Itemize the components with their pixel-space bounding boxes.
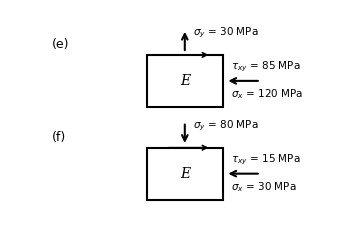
Bar <box>147 55 223 107</box>
Text: (f): (f) <box>52 131 66 144</box>
Text: $\sigma_y$ = 80 MPa: $\sigma_y$ = 80 MPa <box>193 118 259 133</box>
Text: $\sigma_y$ = 30 MPa: $\sigma_y$ = 30 MPa <box>193 25 259 40</box>
Text: E: E <box>180 74 190 88</box>
Text: $\tau_{xy}$ = 85 MPa: $\tau_{xy}$ = 85 MPa <box>231 60 301 74</box>
Bar <box>147 148 223 200</box>
Text: (e): (e) <box>52 38 69 51</box>
Text: E: E <box>180 167 190 181</box>
Text: $\tau_{xy}$ = 15 MPa: $\tau_{xy}$ = 15 MPa <box>231 153 301 167</box>
Text: $\sigma_x$ = 120 MPa: $\sigma_x$ = 120 MPa <box>231 87 303 101</box>
Text: $\sigma_x$ = 30 MPa: $\sigma_x$ = 30 MPa <box>231 180 296 194</box>
